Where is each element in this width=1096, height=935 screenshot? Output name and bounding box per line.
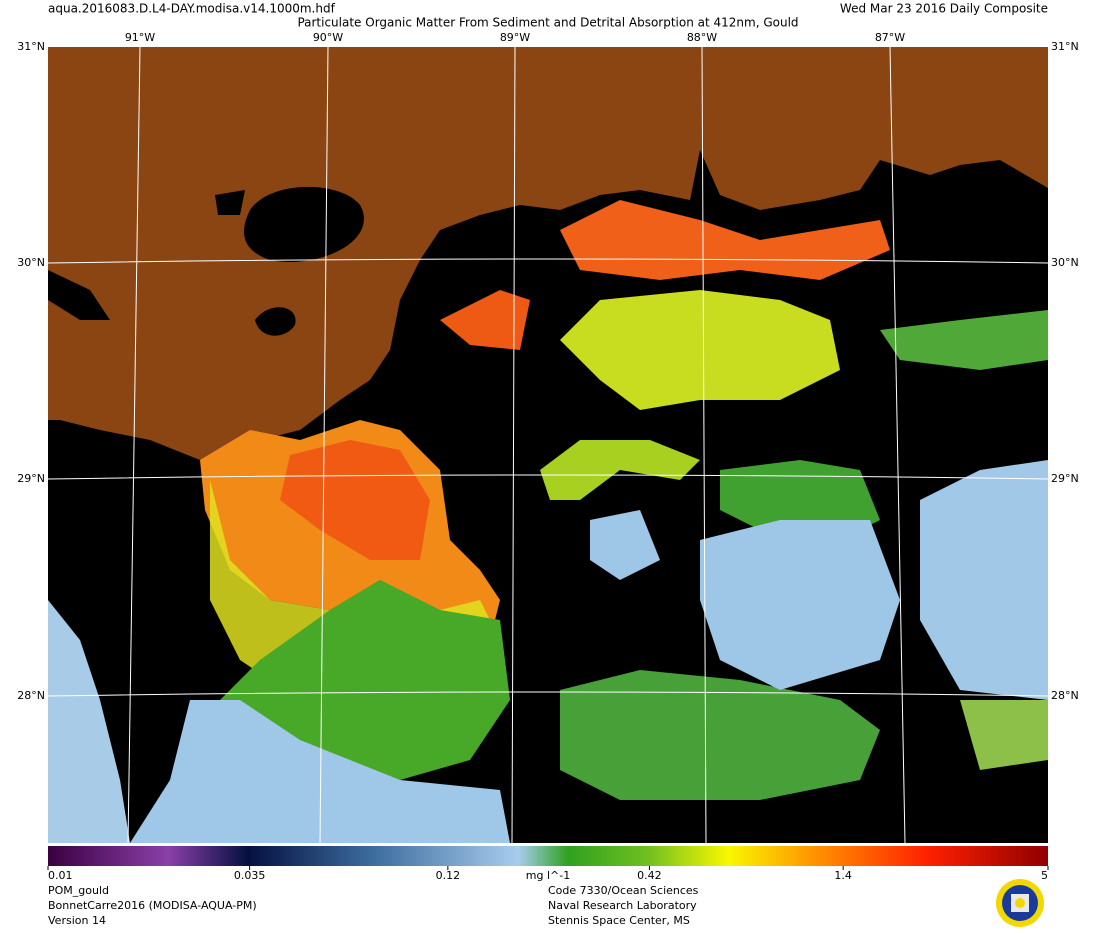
footer-left: POM_gould BonnetCarre2016 (MODISA-AQUA-PM… (48, 884, 257, 927)
colorbar-tick-label: 0.42 (637, 869, 662, 882)
colorbar-tick-label: 5 (1041, 869, 1048, 882)
meridian (511, 46, 516, 844)
colorbar-tick-label: 0.12 (436, 869, 461, 882)
lon-label: 87°W (875, 31, 905, 44)
footer-line: POM_gould (48, 884, 109, 897)
lat-label: 31°N (1051, 40, 1079, 53)
footer-line: Naval Research Laboratory (548, 899, 697, 912)
meridian (701, 46, 707, 844)
colorbar (48, 846, 1048, 866)
graticule: 91°W 90°W 89°W 88°W 87°W 31°N 31°N 30°N 30°N 29°N… (17, 31, 1079, 844)
lon-label: 89°W (500, 31, 530, 44)
parallel (47, 258, 1049, 264)
colorbar-tick-label: 0.035 (234, 869, 266, 882)
footer-center: Code 7330/Ocean Sciences Naval Research L… (548, 884, 699, 927)
lat-label: 29°N (17, 472, 45, 485)
parallel (47, 474, 1049, 480)
date: Wed Mar 23 2016 Daily Composite (840, 2, 1048, 16)
colorbar-ticks: 0.01 0.035 0.12 0.42 1.4 5 mg l^-1 (47, 866, 1049, 882)
colorbar-tick-label: 1.4 (834, 869, 852, 882)
footer-line: Version 14 (48, 914, 106, 927)
colorbar-tick-label: 0.01 (48, 869, 73, 882)
lat-label: 30°N (1051, 256, 1079, 269)
footer-line: BonnetCarre2016 (MODISA-AQUA-PM) (48, 899, 257, 912)
lat-label: 28°N (17, 689, 45, 702)
lat-label: 28°N (1051, 689, 1079, 702)
colorbar-unit: mg l^-1 (526, 869, 570, 882)
meridian (889, 46, 906, 844)
lat-label: 29°N (1051, 472, 1079, 485)
lon-label: 91°W (125, 31, 155, 44)
lat-label: 30°N (17, 256, 45, 269)
parallel (47, 691, 1049, 697)
meridian (319, 46, 329, 844)
lat-label: 31°N (17, 40, 45, 53)
lon-label: 88°W (687, 31, 717, 44)
filename: aqua.2016083.D.L4-DAY.modisa.v14.1000m.h… (48, 2, 336, 16)
footer-line: Code 7330/Ocean Sciences (548, 884, 699, 897)
meridian (127, 46, 141, 844)
lon-label: 90°W (313, 31, 343, 44)
map-title: Particulate Organic Matter From Sediment… (297, 16, 798, 30)
footer-line: Stennis Space Center, MS (548, 914, 690, 927)
nrl-logo (996, 879, 1044, 927)
